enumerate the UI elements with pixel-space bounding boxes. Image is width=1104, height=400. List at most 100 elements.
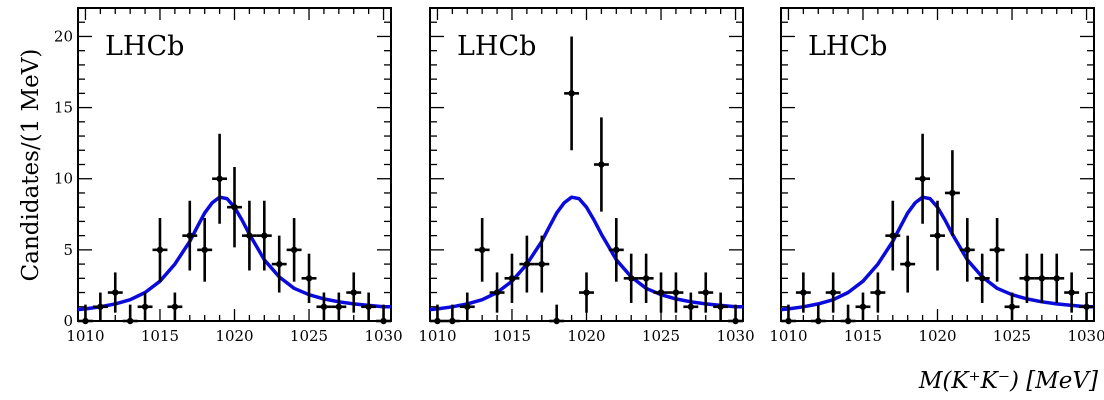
panel-1-x-tick-label: 1030 [364, 327, 402, 345]
panel-1-point-marker [171, 303, 179, 310]
panel-3-point-marker [889, 232, 896, 239]
panel-3-data-point [825, 272, 841, 313]
panel-1-point-marker [290, 246, 298, 254]
panel-2-point-marker [672, 289, 680, 296]
panel-2-point-marker [657, 289, 665, 296]
panel-3-x-tick-label: 1025 [993, 327, 1031, 345]
panel-3-point-marker [800, 289, 807, 296]
panel-1-data-point [301, 253, 317, 303]
panel-1-data-point [78, 304, 93, 325]
panel-1-point-marker [126, 317, 134, 325]
panel-3-data-point [1079, 292, 1094, 321]
panel-3-point-marker [874, 289, 882, 296]
panel-1-data-point [137, 292, 153, 321]
panel-3-point-marker [829, 289, 837, 296]
panel-3: 1010 1015 1020 1025 1030 LHCb [769, 7, 1104, 345]
panel-3-point-marker [1068, 289, 1075, 296]
panel-1-point-marker [201, 246, 208, 254]
panel-3-point-marker [934, 232, 941, 239]
panel-2-data-point [504, 253, 520, 303]
panel-1-data-point [331, 292, 347, 321]
panel-1-point-marker [276, 260, 283, 268]
panel-3-data-point [915, 133, 931, 224]
panel-3-point-marker [949, 189, 956, 197]
panel-2-point-marker [568, 90, 575, 97]
panel-2-data-point [549, 304, 565, 325]
panel-1-point-marker [156, 246, 164, 254]
panel-2-point-marker [434, 317, 441, 325]
panel-1-point-marker [216, 175, 223, 182]
panel-3-point-marker [964, 246, 971, 254]
panel-3-point-marker [1023, 275, 1031, 282]
y-axis-label: Candidates/(1 MeV) [18, 49, 44, 282]
panel-3-x-tick-label: 1030 [1067, 327, 1104, 345]
panel-1-data-point [182, 200, 198, 271]
panel-2-point-marker [553, 317, 560, 325]
panel-3-point-marker [1053, 275, 1060, 282]
panel-2-data-point [519, 235, 535, 293]
panel-2-point-marker [702, 289, 709, 296]
panel-2-data-point [430, 304, 445, 325]
panel-1-point-marker [231, 203, 238, 211]
x-axis-label: M(K⁺K⁻) [MeV] [918, 368, 1098, 394]
panel-3-point-marker [785, 317, 792, 325]
panel-2-data-point [593, 117, 609, 212]
panel-2-data-point [489, 272, 505, 313]
panel-3-data-point [959, 218, 975, 282]
panel-1-data-point [361, 292, 377, 321]
panel-3-point-marker [844, 317, 852, 325]
panel-3-point-marker [979, 275, 986, 282]
panel-1-data-point [286, 218, 302, 282]
panel-1-data-point [107, 272, 123, 313]
panel-1-point-marker [82, 317, 89, 325]
panel-3-data-point [855, 292, 871, 321]
panel-2-point-marker [449, 317, 456, 325]
panel-3-data-point [840, 304, 856, 325]
panel-1-data-point [346, 272, 362, 313]
panel-2-point-marker [538, 260, 545, 268]
panel-1-point-marker [320, 303, 328, 310]
panel-2-point-marker [464, 303, 471, 310]
panel-2-x-tick-label: 1020 [567, 327, 605, 345]
panel-3-data-point [930, 200, 945, 271]
panel-2-point-marker [732, 317, 739, 325]
panel-1-y-tick-label: 10 [54, 170, 73, 188]
panel-2-data-point [698, 272, 714, 313]
panel-3-data-point [870, 272, 886, 313]
panel-1-y-tick-label: 15 [54, 99, 73, 117]
panel-2-point-marker [687, 303, 695, 310]
panel-3-data-point [810, 304, 826, 325]
panel-1-data-point [212, 133, 228, 224]
panel-1-point-marker [97, 303, 104, 310]
panel-1-x-tick-label: 1025 [290, 327, 328, 345]
panel-1-x-tick-label: 1010 [66, 327, 104, 345]
panel-2-data-point [564, 36, 580, 151]
panel-3-fit-curve [781, 195, 1094, 312]
panel-1-data-point [256, 200, 272, 271]
panel-1-fit-curve [78, 195, 391, 312]
panel-1-point-marker [141, 303, 149, 310]
panel-2-data-point [623, 253, 639, 303]
panel-2-data-point [579, 272, 594, 313]
panel-3-data-point [885, 200, 901, 271]
panel-1-data-point [152, 218, 168, 282]
panel-2-fit-curve [430, 195, 743, 312]
panel-1-data-point [316, 292, 332, 321]
panel-1-x-tick-label: 1015 [141, 327, 179, 345]
panel-2-point-marker [642, 275, 650, 282]
panel-2-data-point [683, 292, 699, 321]
panel-3-data-point [1064, 272, 1080, 313]
panel-2-point-marker [598, 161, 605, 168]
panel-2-data-point [713, 292, 729, 321]
panel-2-data-point [474, 218, 490, 282]
panel-3-data-point [974, 253, 990, 303]
panel-3-point-marker [919, 175, 926, 182]
panel-3-data-point [795, 272, 811, 313]
panel-1-point-marker [246, 232, 253, 239]
panel-2-point-marker [613, 246, 620, 254]
panel-2-data-point [638, 253, 654, 303]
panel-3-data-point [1034, 253, 1050, 303]
